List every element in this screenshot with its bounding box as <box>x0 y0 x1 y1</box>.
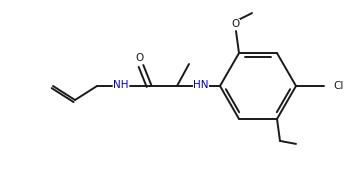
Text: HN: HN <box>193 80 209 90</box>
Text: NH: NH <box>113 80 129 90</box>
Text: O: O <box>232 19 240 29</box>
Text: Cl: Cl <box>333 81 343 91</box>
Text: O: O <box>135 53 143 63</box>
